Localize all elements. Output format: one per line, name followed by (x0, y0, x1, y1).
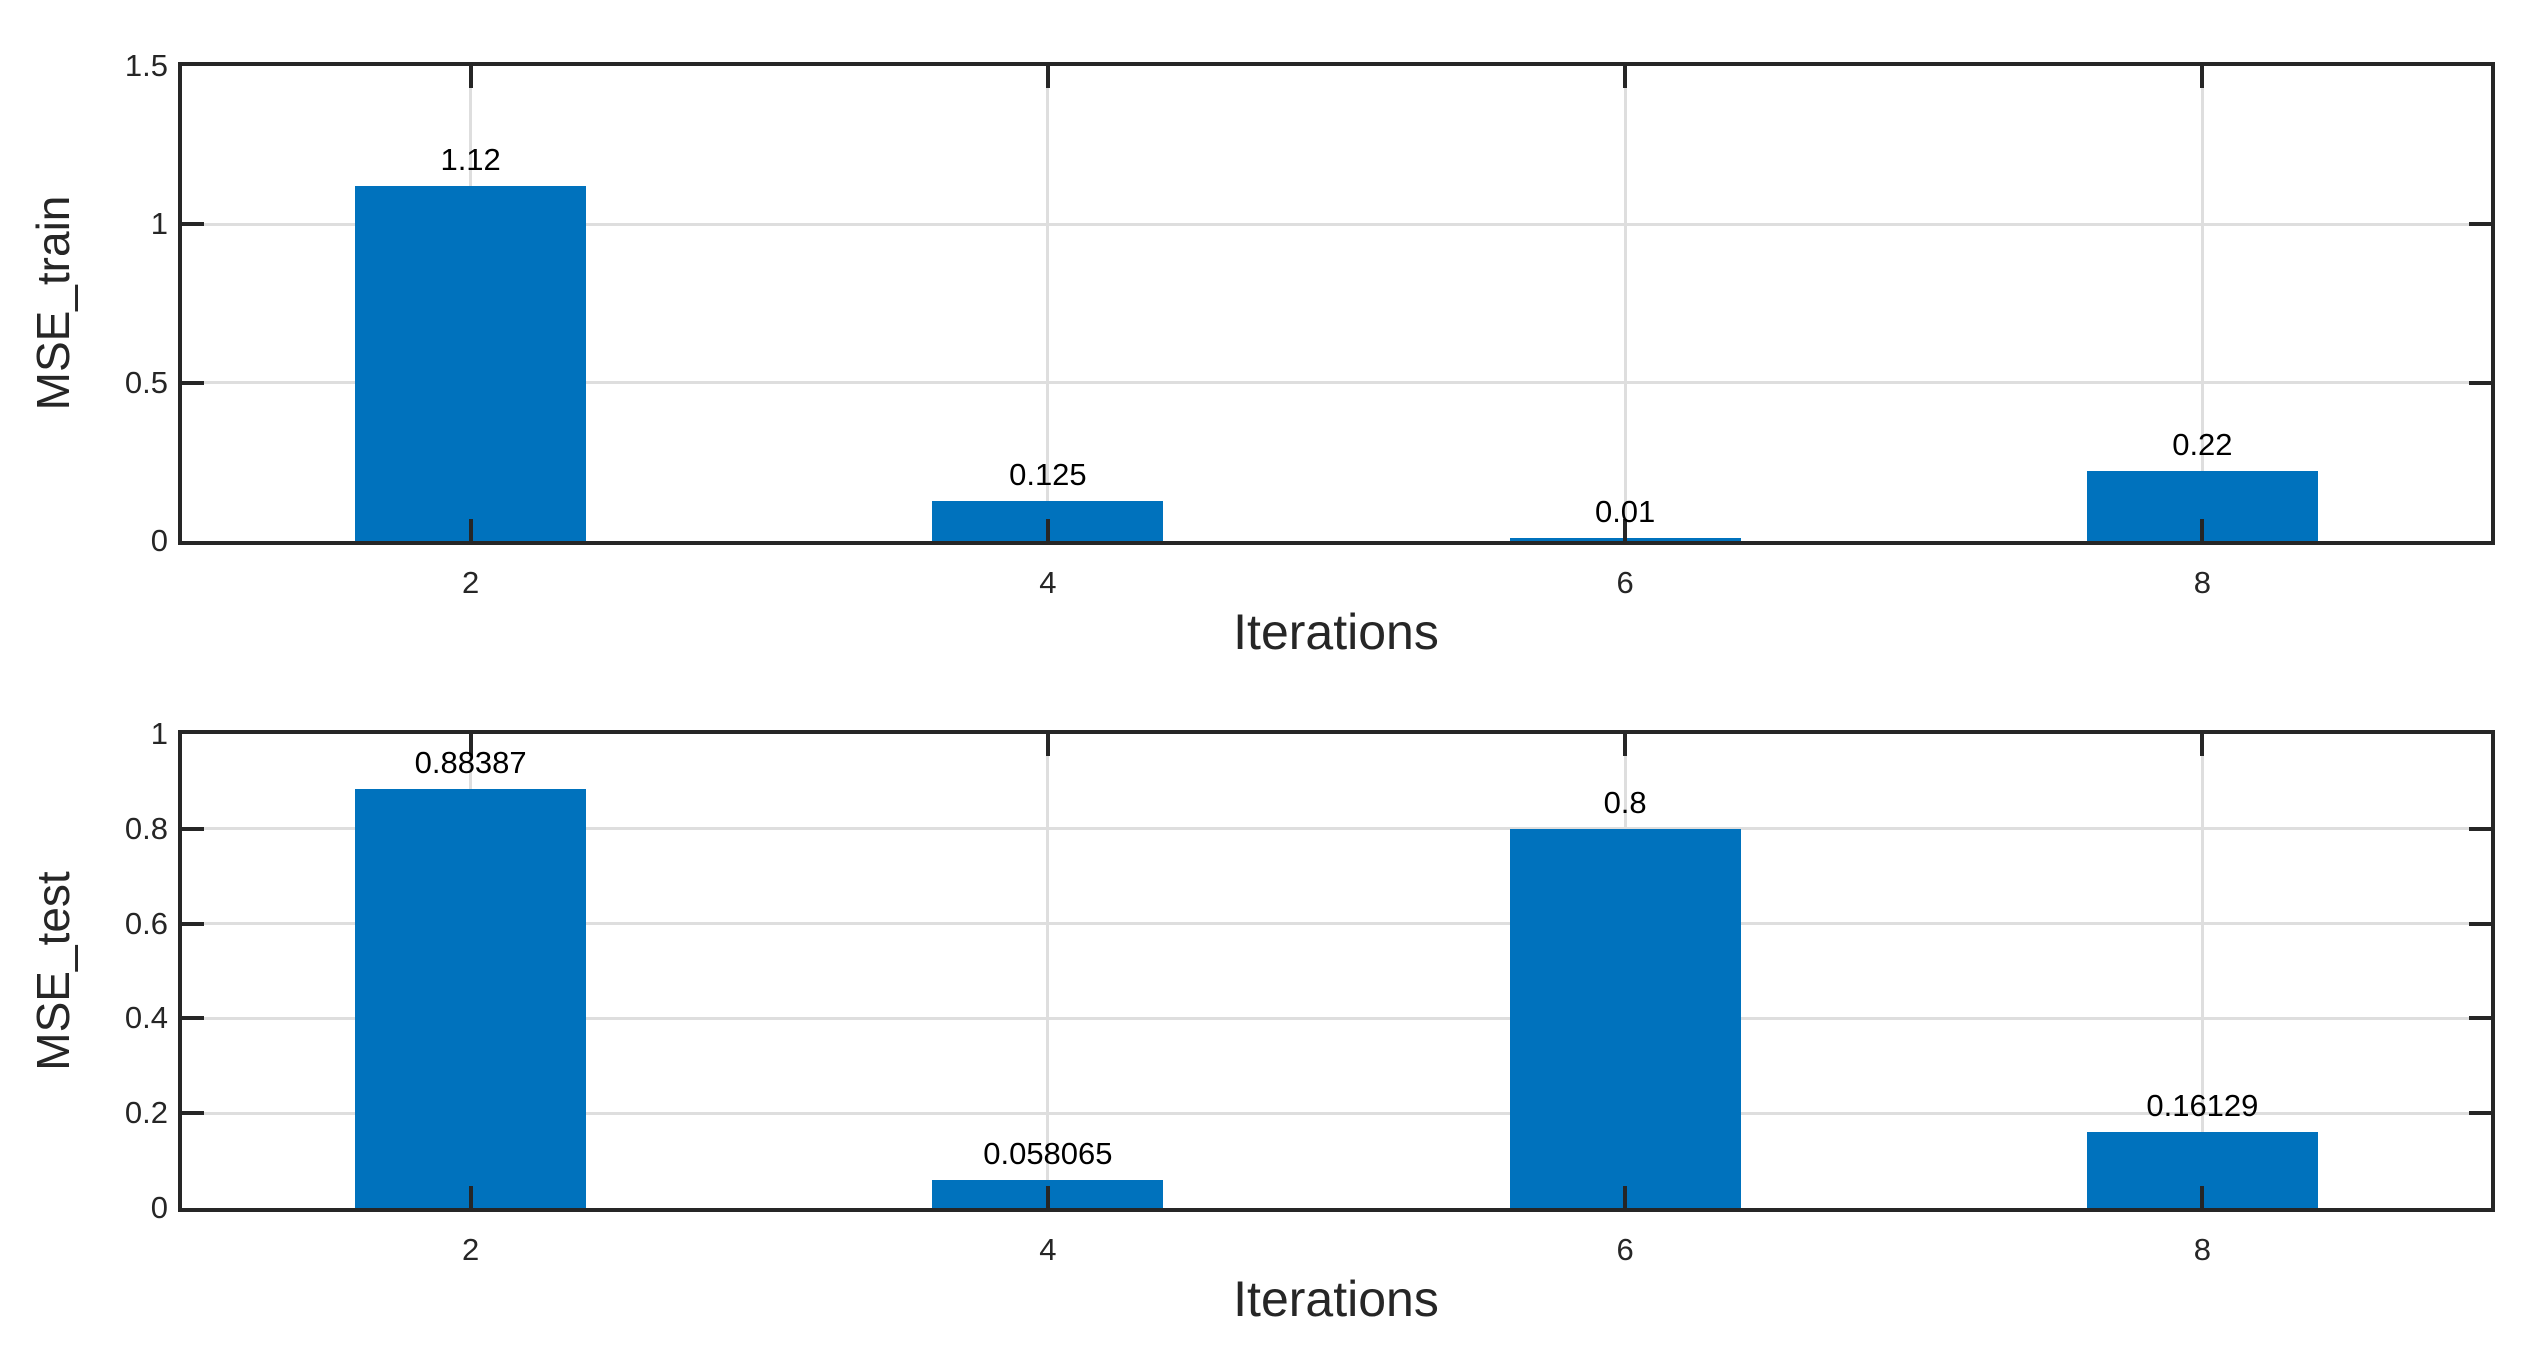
y-tick-label: 0.4 (124, 1000, 168, 1036)
y-tick-mark-right (2469, 826, 2491, 831)
x-tick-label: 2 (462, 1232, 480, 1267)
x-tick-mark-top (2200, 734, 2205, 756)
x-tick-mark-top (1623, 66, 1628, 88)
bar (1509, 828, 1741, 1208)
x-tick-mark-top (1045, 66, 1050, 88)
y-tick-mark (182, 1016, 204, 1021)
y-tick-mark (182, 1111, 204, 1116)
bar (355, 186, 587, 541)
y-tick-mark (182, 222, 204, 227)
y-tick-mark-right (2469, 1016, 2491, 1021)
bar-value-label: 0.22 (2172, 427, 2233, 463)
horizontal-gridline (182, 222, 2491, 226)
vertical-gridline (1046, 734, 1050, 1208)
y-tick-mark (182, 380, 204, 385)
bar-value-label: 1.12 (440, 142, 501, 178)
bar-value-label: 0.058065 (983, 1136, 1113, 1172)
vertical-gridline (1046, 66, 1050, 541)
y-tick-mark (182, 826, 204, 831)
bar-value-label: 0.16129 (2146, 1087, 2259, 1123)
x-tick-mark (468, 1186, 473, 1208)
y-tick-label: 0 (150, 523, 168, 558)
x-tick-label: 8 (2193, 1232, 2211, 1267)
x-tick-label: 4 (1039, 565, 1057, 600)
x-tick-mark-top (468, 66, 473, 88)
vertical-gridline (1623, 66, 1627, 541)
y-tick-mark-right (2469, 380, 2491, 385)
vertical-gridline (2200, 66, 2204, 541)
x-axis-label: Iterations (1233, 1271, 1439, 1327)
y-tick-mark-right (2469, 222, 2491, 227)
x-tick-mark (1623, 519, 1628, 541)
y-tick-label: 1.5 (124, 48, 168, 83)
x-tick-mark (2200, 519, 2205, 541)
y-tick-label: 0 (150, 1190, 168, 1225)
x-tick-mark-top (2200, 66, 2205, 88)
x-tick-label: 4 (1039, 1232, 1057, 1267)
horizontal-gridline (182, 1111, 2491, 1115)
x-tick-mark-top (1623, 734, 1628, 756)
x-tick-mark (2200, 1186, 2205, 1208)
y-tick-label: 0.5 (124, 364, 168, 400)
horizontal-gridline (182, 922, 2491, 926)
x-tick-mark-top (1045, 734, 1050, 756)
horizontal-gridline (182, 381, 2491, 385)
y-tick-label: 0.2 (124, 1095, 168, 1131)
bar-value-label: 0.88387 (414, 745, 527, 781)
x-tick-label: 8 (2193, 565, 2211, 600)
x-tick-mark-top (468, 734, 473, 756)
x-tick-mark (1045, 1186, 1050, 1208)
y-axis-label: MSE_train (27, 195, 79, 411)
y-tick-label: 0.8 (124, 810, 168, 846)
horizontal-gridline (182, 1016, 2491, 1020)
y-tick-mark-right (2469, 1111, 2491, 1116)
x-tick-label: 6 (1616, 1232, 1634, 1267)
bar-value-label: 0.8 (1603, 784, 1647, 820)
x-axis-label: Iterations (1233, 604, 1439, 660)
plot-area: 1.12 0.125 0.01 0.22 2 4 6 8 0 0.5 1 1.5 (125, 48, 2495, 600)
y-tick-mark-right (2469, 921, 2491, 926)
y-tick-label: 0.6 (124, 905, 168, 941)
y-axis-label: MSE_test (27, 871, 79, 1071)
y-tick-label: 1 (150, 716, 168, 751)
bar-value-label: 0.01 (1594, 493, 1656, 529)
bar-value-label: 0.125 (1009, 457, 1087, 493)
x-tick-mark (1045, 519, 1050, 541)
y-tick-label: 1 (150, 206, 168, 242)
horizontal-gridline (182, 827, 2491, 831)
x-tick-label: 6 (1616, 565, 1634, 600)
plot-area: 0.88387 0.058065 0.8 0.16129 2 4 6 8 0 0.2 0.4 0.6 0… (125, 716, 2495, 1267)
y-tick-mark (182, 921, 204, 926)
vertical-gridline (2200, 734, 2204, 1208)
x-tick-mark (468, 519, 473, 541)
x-tick-label: 2 (462, 565, 480, 600)
x-tick-mark (1623, 1186, 1628, 1208)
bar (355, 789, 587, 1208)
